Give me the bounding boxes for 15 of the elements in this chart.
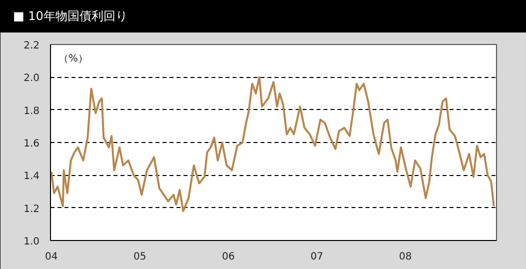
x-tick-label: 07: [310, 252, 324, 262]
y-tick-label: 2.2: [24, 40, 40, 52]
x-tick-label: 04: [45, 252, 58, 262]
line-series: [50, 76, 495, 212]
x-tick-label: 06: [222, 252, 235, 262]
x-tick-label: 05: [134, 252, 146, 262]
y-tick-label: 1.0: [24, 236, 40, 248]
y-tick-label: 2.0: [24, 73, 40, 84]
chart-title: ■ 10年物国債利回り: [13, 8, 128, 25]
y-axis-title: （%）: [58, 54, 88, 64]
y-tick-label: 1.4: [24, 171, 40, 182]
y-tick-label: 1.6: [24, 138, 40, 150]
x-tick-label: 08: [398, 252, 412, 262]
y-tick-label: 1.8: [24, 106, 40, 117]
y-tick-label: 1.2: [24, 204, 40, 215]
